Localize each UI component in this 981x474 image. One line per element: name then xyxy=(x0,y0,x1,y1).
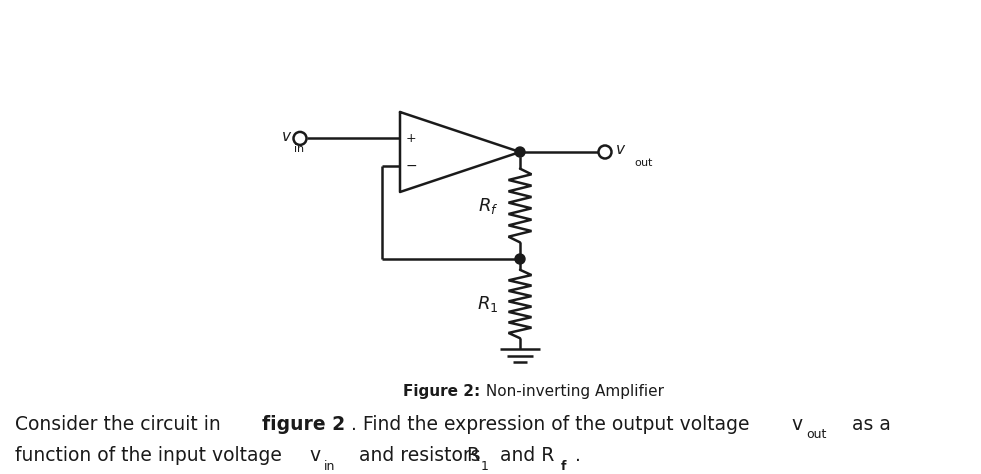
Text: v: v xyxy=(309,447,320,465)
Text: $R_f$: $R_f$ xyxy=(478,195,498,216)
Text: .: . xyxy=(575,447,581,465)
Text: R: R xyxy=(466,447,479,465)
Text: Non-inverting Amplifier: Non-inverting Amplifier xyxy=(481,383,664,399)
Text: as a: as a xyxy=(846,415,891,434)
Text: in: in xyxy=(324,460,336,473)
Text: +: + xyxy=(406,132,416,145)
Text: . Find the expression of the output voltage: . Find the expression of the output volt… xyxy=(351,415,755,434)
Text: $\it{v}$: $\it{v}$ xyxy=(281,129,292,144)
Circle shape xyxy=(515,254,525,264)
Text: $R_1$: $R_1$ xyxy=(478,294,498,314)
Text: out: out xyxy=(806,428,827,441)
Text: v: v xyxy=(792,415,802,434)
Text: 1: 1 xyxy=(481,460,489,473)
Text: $\rm{in}$: $\rm{in}$ xyxy=(293,142,304,155)
Text: $\it{v}$: $\it{v}$ xyxy=(615,143,626,157)
Text: function of the input voltage: function of the input voltage xyxy=(15,447,287,465)
Text: Figure 2:: Figure 2: xyxy=(403,383,481,399)
Text: $\rm{out}$: $\rm{out}$ xyxy=(634,156,654,168)
Text: Consider the circuit in: Consider the circuit in xyxy=(15,415,227,434)
Circle shape xyxy=(598,146,611,158)
Text: figure 2: figure 2 xyxy=(262,415,345,434)
Text: and resistors: and resistors xyxy=(353,447,487,465)
Circle shape xyxy=(515,147,525,157)
Text: and R: and R xyxy=(494,447,555,465)
Text: f: f xyxy=(561,460,567,473)
Circle shape xyxy=(293,132,306,145)
Text: −: − xyxy=(405,159,417,173)
